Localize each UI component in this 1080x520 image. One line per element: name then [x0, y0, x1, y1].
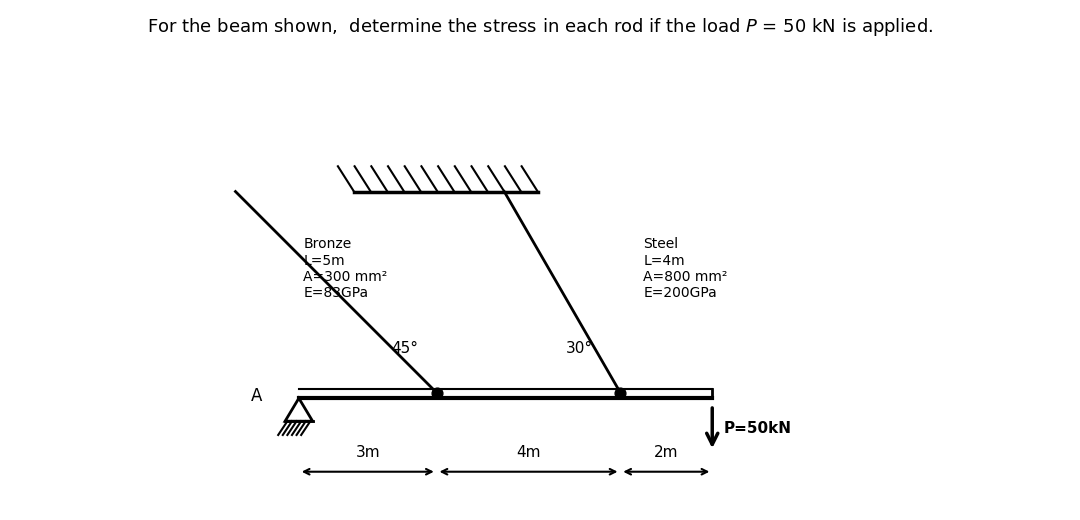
Text: A: A	[251, 387, 262, 405]
Point	[611, 388, 629, 397]
Point	[428, 388, 445, 397]
Text: 3m: 3m	[355, 445, 380, 460]
Text: P=50kN: P=50kN	[724, 421, 792, 436]
Text: 30°: 30°	[566, 341, 593, 356]
Text: Steel
L=4m
A=800 mm²
E=200GPa: Steel L=4m A=800 mm² E=200GPa	[644, 238, 728, 300]
Text: 4m: 4m	[516, 445, 541, 460]
Text: 45°: 45°	[391, 341, 418, 356]
Text: For the beam shown,  determine the stress in each rod if the load $P$ = 50 kN is: For the beam shown, determine the stress…	[147, 16, 933, 37]
Text: 2m: 2m	[654, 445, 678, 460]
Text: Bronze
L=5m
A=300 mm²
E=83GPa: Bronze L=5m A=300 mm² E=83GPa	[303, 238, 388, 300]
